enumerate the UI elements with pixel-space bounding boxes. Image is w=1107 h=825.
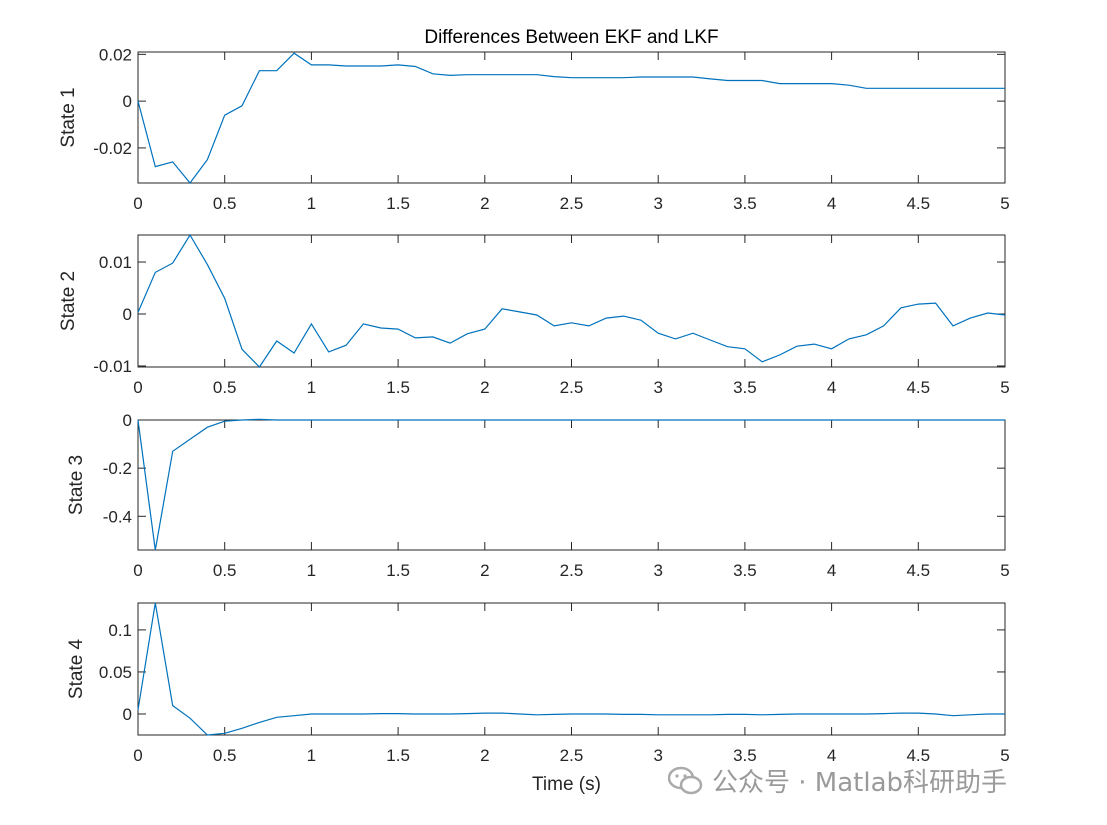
y-tick-label: 0 bbox=[123, 305, 132, 324]
wechat-icon bbox=[668, 766, 704, 796]
series-line bbox=[137, 52, 1005, 184]
y-axis-label: State 3 bbox=[66, 455, 87, 515]
x-tick-label: 1 bbox=[307, 746, 316, 765]
y-tick-label: 0 bbox=[123, 705, 132, 724]
x-tick-label: 0 bbox=[133, 378, 142, 397]
x-tick-label: 4.5 bbox=[906, 194, 930, 213]
series-line bbox=[137, 602, 1005, 736]
axes-box bbox=[137, 602, 1006, 736]
x-tick-label: 3 bbox=[653, 378, 662, 397]
x-tick-label: 2.5 bbox=[560, 746, 584, 765]
x-tick-label: 5 bbox=[1000, 561, 1009, 580]
x-tick-label: 2.5 bbox=[560, 378, 584, 397]
x-tick-label: 4.5 bbox=[906, 561, 930, 580]
x-tick-label: 1 bbox=[307, 561, 316, 580]
x-axis-label: Time (s) bbox=[532, 774, 601, 795]
y-tick-label: -0.02 bbox=[93, 139, 132, 158]
chart-title: Differences Between EKF and LKF bbox=[424, 27, 718, 48]
x-tick-label: 4 bbox=[827, 378, 836, 397]
x-tick-label: 0.5 bbox=[213, 378, 237, 397]
x-tick-label: 1 bbox=[307, 194, 316, 213]
y-axis-label: State 1 bbox=[58, 87, 79, 147]
x-tick-label: 5 bbox=[1000, 378, 1009, 397]
y-tick-label: 0 bbox=[123, 411, 132, 430]
axes-box bbox=[137, 419, 1006, 551]
watermark: 公众号 · Matlab科研助手 bbox=[668, 762, 1007, 799]
x-tick-label: 4.5 bbox=[906, 378, 930, 397]
axes-box bbox=[137, 234, 1006, 368]
x-tick-label: 0 bbox=[133, 561, 142, 580]
x-tick-label: 5 bbox=[1000, 746, 1009, 765]
x-tick-label: 3.5 bbox=[733, 746, 757, 765]
x-tick-label: 2.5 bbox=[560, 561, 584, 580]
x-tick-label: 2 bbox=[480, 561, 489, 580]
x-tick-label: 0 bbox=[133, 746, 142, 765]
x-tick-label: 5 bbox=[1000, 194, 1009, 213]
x-tick-label: 1 bbox=[307, 378, 316, 397]
x-tick-label: 1.5 bbox=[386, 746, 410, 765]
x-tick-label: 0 bbox=[133, 194, 142, 213]
y-tick-label: -0.2 bbox=[103, 459, 132, 478]
x-tick-label: 2 bbox=[480, 194, 489, 213]
x-tick-label: 2 bbox=[480, 746, 489, 765]
watermark-text: 公众号 · Matlab科研助手 bbox=[712, 768, 1008, 798]
x-tick-label: 4 bbox=[827, 194, 836, 213]
x-tick-label: 4 bbox=[827, 561, 836, 580]
y-tick-label: 0 bbox=[123, 92, 132, 111]
x-tick-label: 1.5 bbox=[386, 378, 410, 397]
y-tick-label: 0.01 bbox=[99, 253, 132, 272]
y-axis-label: State 2 bbox=[58, 271, 79, 331]
series-line bbox=[137, 233, 1006, 368]
y-tick-label: 0.02 bbox=[99, 45, 132, 64]
x-tick-label: 4.5 bbox=[906, 746, 930, 765]
x-tick-label: 2.5 bbox=[560, 194, 584, 213]
y-tick-label: 0.1 bbox=[108, 621, 132, 640]
x-tick-label: 1.5 bbox=[386, 561, 410, 580]
subplot-3: 0 0.5 1 1.5 2 2.5 3 3.5 4 4.5 5 -0.4 -0.2 0 State 3 bbox=[66, 411, 1010, 580]
subplot-1: 0 0.5 1 1.5 2 2.5 3 3.5 4 4.5 5 -0.02 0 0.02 State 1 Di… bbox=[58, 27, 1010, 213]
x-tick-label: 0.5 bbox=[213, 746, 237, 765]
x-tick-label: 0.5 bbox=[213, 194, 237, 213]
x-tick-label: 3.5 bbox=[733, 194, 757, 213]
x-tick-label: 3 bbox=[653, 561, 662, 580]
x-tick-label: 0.5 bbox=[213, 561, 237, 580]
subplot-4: 0 0.5 1 1.5 2 2.5 3 3.5 4 4.5 5 0 0.05 0.1 State 4 Time… bbox=[66, 602, 1010, 795]
y-axis-label: State 4 bbox=[66, 638, 87, 699]
y-tick-label: -0.01 bbox=[93, 357, 132, 376]
x-tick-label: 4 bbox=[827, 746, 836, 765]
x-tick-label: 2 bbox=[480, 378, 489, 397]
x-tick-label: 3 bbox=[653, 746, 662, 765]
y-tick-label: 0.05 bbox=[99, 663, 132, 682]
x-tick-label: 3.5 bbox=[733, 561, 757, 580]
series-line bbox=[137, 418, 1005, 551]
x-tick-label: 3.5 bbox=[733, 378, 757, 397]
y-tick-label: -0.4 bbox=[103, 507, 132, 526]
axes-box bbox=[137, 51, 1006, 184]
x-tick-label: 3 bbox=[653, 194, 662, 213]
x-tick-label: 1.5 bbox=[386, 194, 410, 213]
